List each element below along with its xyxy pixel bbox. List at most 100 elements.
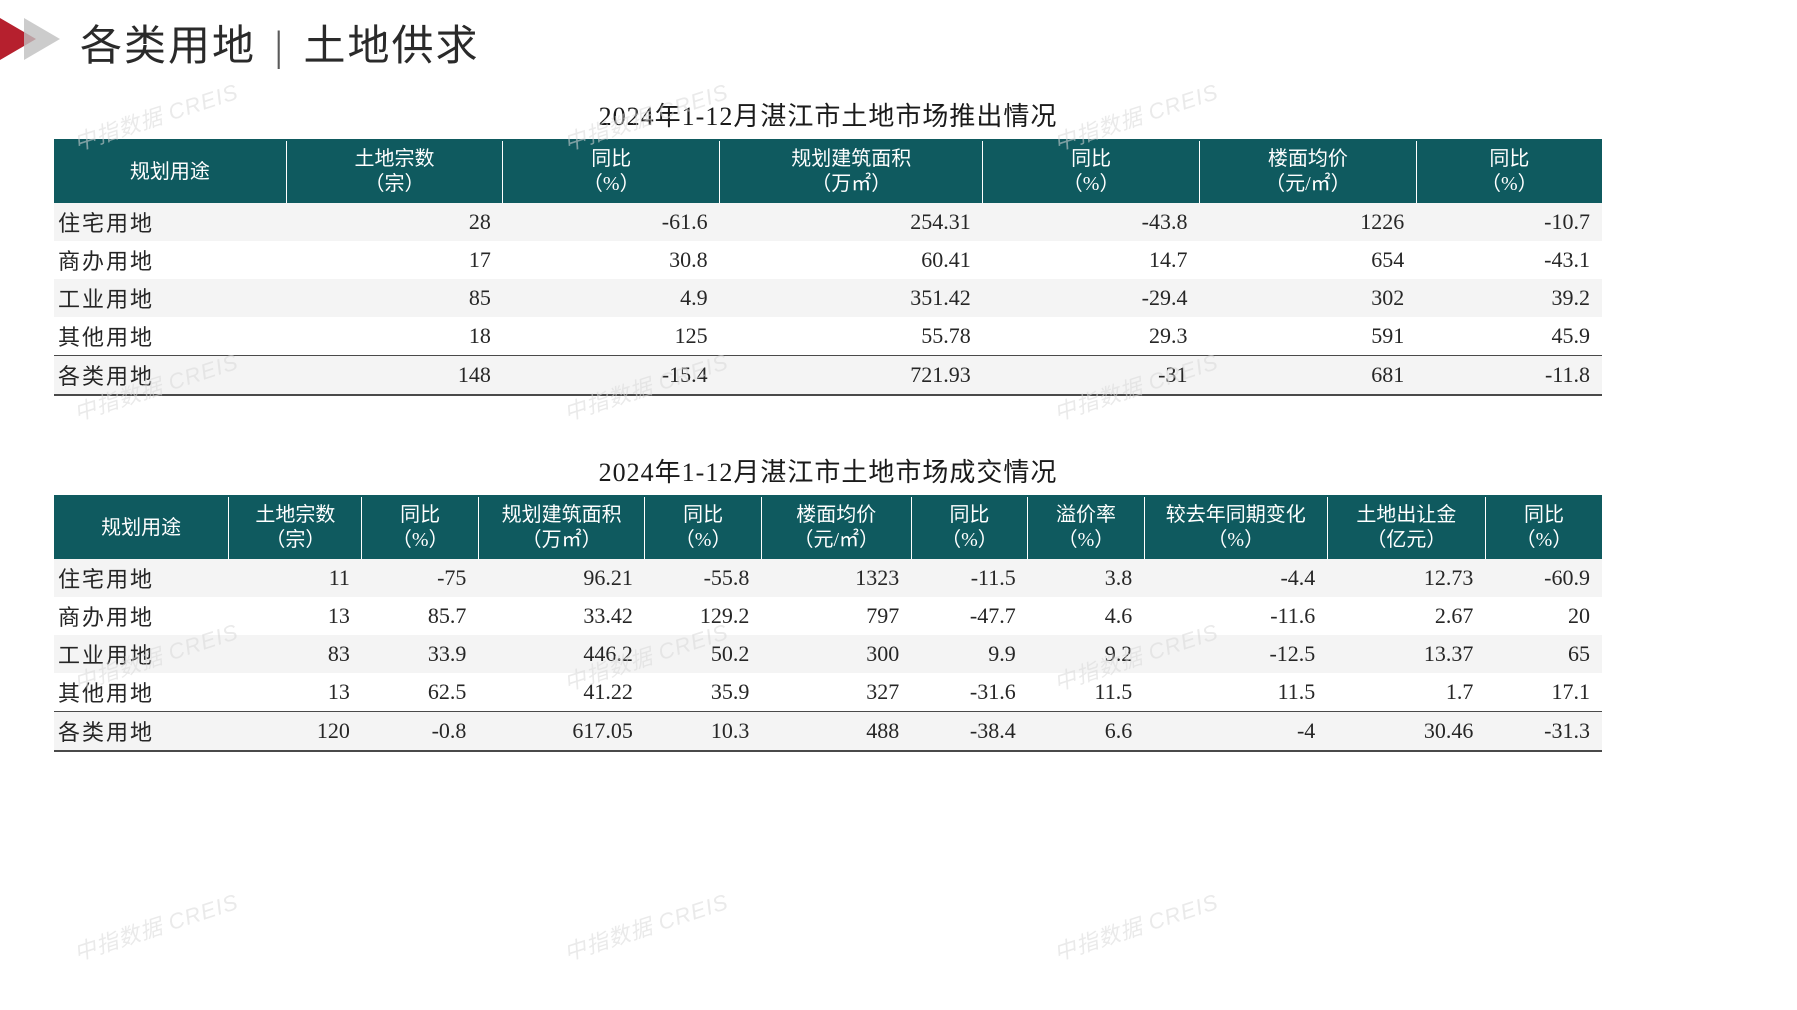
table-cell: 125	[503, 317, 720, 356]
table-cell: 1323	[761, 559, 911, 597]
table-header-cell: 较去年同期变化（%）	[1144, 496, 1327, 559]
table-cell: -43.1	[1416, 241, 1602, 279]
table-cell: 60.41	[720, 241, 983, 279]
table-row: 商办用地1730.860.4114.7654-43.1	[54, 241, 1602, 279]
title-left: 各类用地	[80, 24, 256, 70]
row-label: 其他用地	[54, 317, 286, 356]
table-cell: 85.7	[362, 597, 479, 635]
table-cell: 129.2	[645, 597, 762, 635]
supply-header-row: 规划用途土地宗数（宗）同比（%）规划建筑面积（万㎡）同比（%）楼面均价（元/㎡）…	[54, 140, 1602, 203]
table-cell: 13	[229, 673, 362, 712]
table-cell: 2.67	[1327, 597, 1485, 635]
table-row: 各类用地148-15.4721.93-31681-11.8	[54, 356, 1602, 396]
table-cell: 12.73	[1327, 559, 1485, 597]
table-cell: 30.8	[503, 241, 720, 279]
table-cell: 654	[1200, 241, 1417, 279]
row-label: 工业用地	[54, 635, 229, 673]
logo-corner	[0, 18, 72, 60]
table-cell: 14.7	[983, 241, 1200, 279]
supply-table: 规划用途土地宗数（宗）同比（%）规划建筑面积（万㎡）同比（%）楼面均价（元/㎡）…	[54, 139, 1602, 396]
table-cell: -61.6	[503, 203, 720, 241]
table-cell: 17	[286, 241, 503, 279]
table-cell: 4.9	[503, 279, 720, 317]
table-cell: 4.6	[1028, 597, 1145, 635]
deal-table: 规划用途土地宗数（宗）同比（%）规划建筑面积（万㎡）同比（%）楼面均价（元/㎡）…	[54, 495, 1602, 752]
deal-body: 住宅用地11-7596.21-55.81323-11.53.8-4.412.73…	[54, 559, 1602, 751]
table-cell: 1226	[1200, 203, 1417, 241]
deal-section: 2024年1-12月湛江市土地市场成交情况 规划用途土地宗数（宗）同比（%）规划…	[54, 452, 1602, 752]
table-cell: 681	[1200, 356, 1417, 396]
table-cell: 55.78	[720, 317, 983, 356]
table-header-cell: 同比（%）	[503, 140, 720, 203]
table-cell: 148	[286, 356, 503, 396]
table-cell: 591	[1200, 317, 1417, 356]
table-row: 其他用地1362.541.2235.9327-31.611.511.51.717…	[54, 673, 1602, 712]
table-cell: -38.4	[911, 712, 1028, 752]
watermark: 中指数据 CREIS	[559, 884, 732, 967]
table-cell: 39.2	[1416, 279, 1602, 317]
table-cell: 11.5	[1028, 673, 1145, 712]
row-label: 各类用地	[54, 356, 286, 396]
table-cell: 33.9	[362, 635, 479, 673]
row-label: 住宅用地	[54, 559, 229, 597]
table-cell: 50.2	[645, 635, 762, 673]
table-cell: 29.3	[983, 317, 1200, 356]
table-header-cell: 规划建筑面积（万㎡）	[720, 140, 983, 203]
table-header-cell: 规划用途	[54, 140, 286, 203]
table-header-cell: 同比（%）	[1416, 140, 1602, 203]
table-cell: 13	[229, 597, 362, 635]
row-label: 商办用地	[54, 597, 229, 635]
table-cell: -11.8	[1416, 356, 1602, 396]
table-row: 其他用地1812555.7829.359145.9	[54, 317, 1602, 356]
supply-title: 2024年1-12月湛江市土地市场推出情况	[54, 96, 1602, 133]
table-header-cell: 同比（%）	[911, 496, 1028, 559]
table-cell: 302	[1200, 279, 1417, 317]
table-cell: 85	[286, 279, 503, 317]
table-cell: 33.42	[478, 597, 644, 635]
table-header-cell: 土地宗数（宗）	[229, 496, 362, 559]
table-cell: -60.9	[1485, 559, 1602, 597]
table-cell: 18	[286, 317, 503, 356]
table-cell: 120	[229, 712, 362, 752]
table-cell: 351.42	[720, 279, 983, 317]
row-label: 工业用地	[54, 279, 286, 317]
table-cell: 446.2	[478, 635, 644, 673]
table-cell: -29.4	[983, 279, 1200, 317]
table-header-cell: 溢价率（%）	[1028, 496, 1145, 559]
table-cell: -47.7	[911, 597, 1028, 635]
row-label: 各类用地	[54, 712, 229, 752]
table-cell: -11.5	[911, 559, 1028, 597]
table-header-cell: 楼面均价（元/㎡）	[761, 496, 911, 559]
table-cell: -15.4	[503, 356, 720, 396]
table-row: 各类用地120-0.8617.0510.3488-38.46.6-430.46-…	[54, 712, 1602, 752]
table-cell: 11	[229, 559, 362, 597]
table-cell: 62.5	[362, 673, 479, 712]
table-cell: -10.7	[1416, 203, 1602, 241]
table-cell: 17.1	[1485, 673, 1602, 712]
table-cell: 9.2	[1028, 635, 1145, 673]
logo-gray-triangle-icon	[24, 18, 60, 60]
table-cell: 6.6	[1028, 712, 1145, 752]
table-cell: 35.9	[645, 673, 762, 712]
table-row: 住宅用地11-7596.21-55.81323-11.53.8-4.412.73…	[54, 559, 1602, 597]
table-cell: 721.93	[720, 356, 983, 396]
table-cell: -55.8	[645, 559, 762, 597]
table-cell: -43.8	[983, 203, 1200, 241]
row-label: 住宅用地	[54, 203, 286, 241]
table-cell: 41.22	[478, 673, 644, 712]
table-cell: -31.6	[911, 673, 1028, 712]
row-label: 商办用地	[54, 241, 286, 279]
table-header-cell: 同比（%）	[645, 496, 762, 559]
table-cell: 1.7	[1327, 673, 1485, 712]
supply-section: 2024年1-12月湛江市土地市场推出情况 规划用途土地宗数（宗）同比（%）规划…	[54, 96, 1602, 396]
table-cell: 10.3	[645, 712, 762, 752]
page-root: 各类用地 | 土地供求 2024年1-12月湛江市土地市场推出情况 规划用途土地…	[0, 0, 1797, 1010]
table-cell: -11.6	[1144, 597, 1327, 635]
table-cell: -0.8	[362, 712, 479, 752]
table-header-cell: 楼面均价（元/㎡）	[1200, 140, 1417, 203]
watermark: 中指数据 CREIS	[69, 884, 242, 967]
table-cell: -4.4	[1144, 559, 1327, 597]
title-right: 土地供求	[303, 24, 479, 70]
table-header-cell: 规划用途	[54, 496, 229, 559]
table-cell: 28	[286, 203, 503, 241]
